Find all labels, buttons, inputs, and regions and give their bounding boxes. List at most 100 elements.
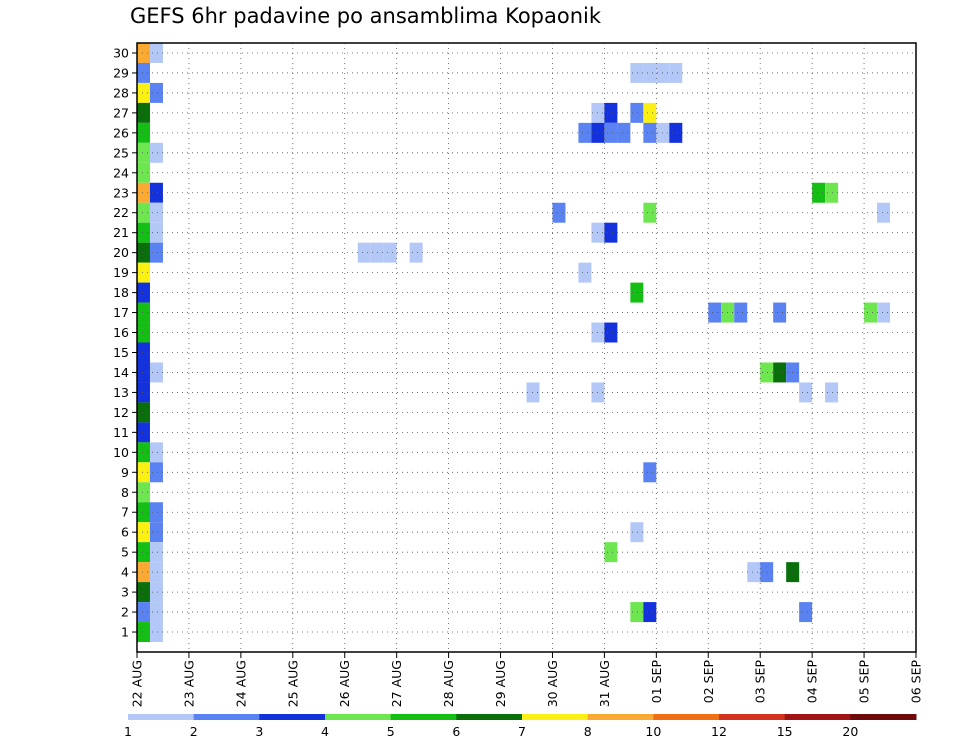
y-tick-label: 10 <box>113 445 129 460</box>
x-tick-label: 24 AUG <box>233 660 248 707</box>
colorbar-swatch <box>259 714 326 720</box>
y-tick-label: 28 <box>113 85 129 100</box>
precip-cell <box>877 202 891 223</box>
y-tick-label: 15 <box>113 345 129 360</box>
colorbar-label: 2 <box>190 724 198 739</box>
precip-cell <box>552 202 566 223</box>
precip-cell <box>149 622 163 643</box>
precip-cell <box>137 162 150 183</box>
x-tick-label: 05 SEP <box>857 660 872 704</box>
precip-cell <box>149 82 163 103</box>
colorbar-label: 10 <box>645 724 661 739</box>
y-tick-label: 17 <box>113 305 129 320</box>
y-tick-label: 25 <box>113 145 129 160</box>
y-tick-label: 21 <box>113 225 129 240</box>
y-tick-label: 14 <box>113 365 129 380</box>
x-tick-label: 01 SEP <box>649 660 664 704</box>
y-tick-label: 20 <box>113 245 129 260</box>
precip-cell <box>760 362 774 383</box>
precip-cell <box>137 362 150 383</box>
precip-cell <box>773 362 787 383</box>
x-tick-label: 04 SEP <box>805 660 820 704</box>
precip-cell <box>149 602 163 623</box>
precip-cell <box>137 542 150 563</box>
precip-cell <box>643 462 657 483</box>
precip-cell <box>604 102 618 123</box>
precip-cell <box>630 102 644 123</box>
precip-cell <box>137 482 150 503</box>
x-tick-label: 22 AUG <box>130 660 145 707</box>
precip-cell <box>604 222 618 243</box>
precip-cell <box>149 522 163 543</box>
y-tick-label: 26 <box>113 125 129 140</box>
colorbar-swatch <box>587 714 654 720</box>
precip-cell <box>630 522 644 543</box>
colorbar-label: 20 <box>842 724 858 739</box>
y-tick-label: 12 <box>113 405 129 420</box>
cells-layer <box>137 43 891 643</box>
precip-cell <box>149 222 163 243</box>
y-tick-label: 4 <box>121 565 129 580</box>
precip-cell <box>137 262 150 283</box>
y-tick-label: 13 <box>113 385 129 400</box>
precip-cell <box>149 202 163 223</box>
colorbar-label: 1 <box>124 724 132 739</box>
x-tick-label: 27 AUG <box>389 660 404 707</box>
x-tick-label: 06 SEP <box>909 660 924 704</box>
precip-cell <box>137 622 150 643</box>
x-axis: 22 AUG 23 AUG 24 AUG 25 AUG 26 AUG 27 AUG 28 A… <box>130 652 924 707</box>
precip-cell <box>643 62 657 83</box>
precip-cell <box>643 102 657 123</box>
precip-cell <box>137 302 150 323</box>
plot-frame <box>136 42 917 653</box>
y-tick-label: 16 <box>113 325 129 340</box>
colorbar: 1 2 3 4 5 6 7 8 10 12 15 20 <box>124 714 917 739</box>
y-tick-label: 8 <box>121 485 129 500</box>
precip-cell <box>137 202 150 223</box>
precip-cell <box>137 122 150 143</box>
y-tick-label: 3 <box>121 585 129 600</box>
colorbar-label: 8 <box>584 724 592 739</box>
precip-cell <box>617 122 631 143</box>
precip-cell <box>137 222 150 243</box>
precip-cell <box>137 382 150 403</box>
precip-cell <box>669 62 683 83</box>
colorbar-swatch <box>193 714 260 720</box>
precip-cell <box>149 362 163 383</box>
precip-cell <box>137 602 150 623</box>
x-tick-label: 31 AUG <box>597 660 612 707</box>
precip-cell <box>149 542 163 563</box>
y-tick-label: 18 <box>113 285 129 300</box>
y-tick-label: 2 <box>121 605 129 620</box>
colorbar-label: 5 <box>387 724 395 739</box>
y-tick-label: 22 <box>113 205 129 220</box>
precip-cell <box>137 43 150 63</box>
y-axis: 1234567891011121314151617181920212223242… <box>113 45 137 640</box>
precip-cell <box>630 282 644 303</box>
precip-cell <box>578 262 592 283</box>
precip-cell <box>877 302 891 323</box>
colorbar-label: 7 <box>518 724 526 739</box>
colorbar-label: 6 <box>452 724 460 739</box>
colorbar-swatch <box>653 714 720 720</box>
precip-cell <box>864 302 878 323</box>
colorbar-swatch <box>522 714 589 720</box>
precip-cell <box>357 242 371 263</box>
precip-cell <box>149 43 163 63</box>
precip-cell <box>149 582 163 603</box>
precip-cell <box>137 342 150 363</box>
x-tick-label: 02 SEP <box>701 660 716 704</box>
chart-title: GEFS 6hr padavine po ansamblima Kopaonik <box>130 4 602 28</box>
precip-cell <box>137 582 150 603</box>
precip-cell <box>630 602 644 623</box>
precip-cell <box>799 382 813 403</box>
colorbar-label: 12 <box>711 724 727 739</box>
colorbar-swatch <box>456 714 523 720</box>
precip-cell <box>149 442 163 463</box>
precip-cell <box>137 422 150 443</box>
precip-cell <box>137 62 150 83</box>
precip-cell <box>149 562 163 583</box>
precip-cell <box>137 462 150 483</box>
y-tick-label: 23 <box>113 185 129 200</box>
precip-cell <box>149 242 163 263</box>
